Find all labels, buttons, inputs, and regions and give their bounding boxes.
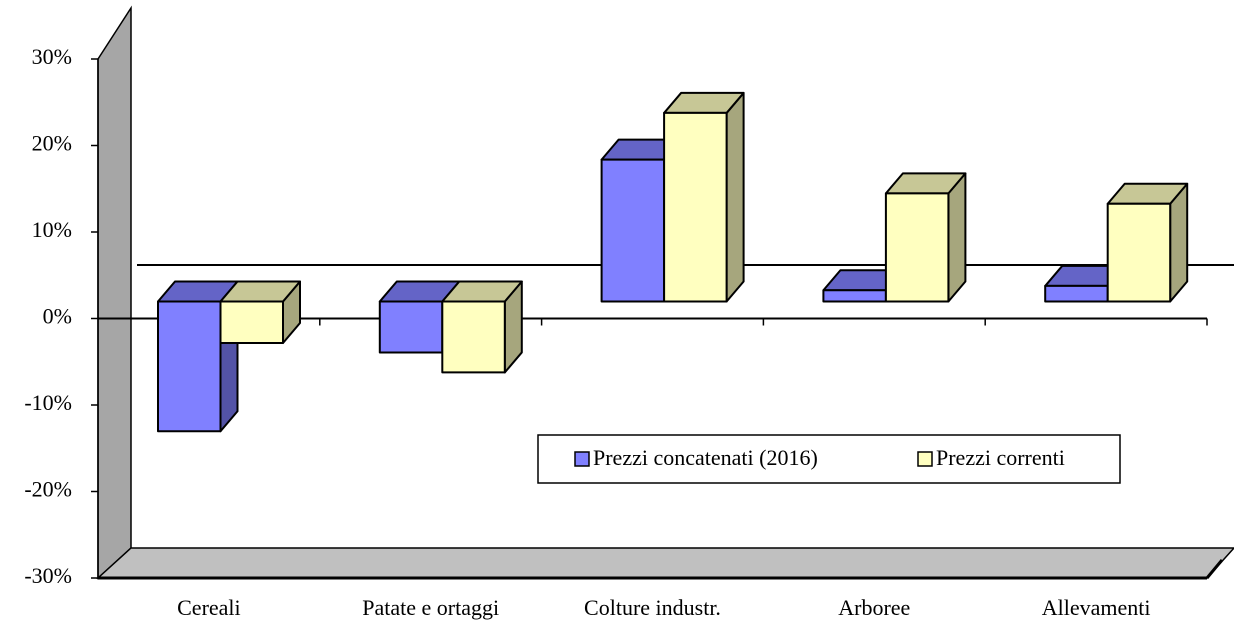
side-wall <box>97 5 132 580</box>
bar-front <box>441 300 506 374</box>
y-tick-label: -10% <box>24 390 72 415</box>
bar-front <box>884 192 950 303</box>
y-tick-label: -30% <box>24 563 72 588</box>
y-tick-label: -20% <box>24 477 72 502</box>
x-tick-label: Arboree <box>838 595 910 620</box>
y-tick-label: 30% <box>32 44 72 69</box>
x-tick-label: Allevamenti <box>1042 595 1151 620</box>
y-tick-label: 20% <box>32 131 72 156</box>
bar-front <box>1044 284 1109 303</box>
bar-front <box>378 300 444 354</box>
floor <box>96 547 1234 579</box>
legend-label: Prezzi correnti <box>936 445 1065 470</box>
bar <box>663 91 745 303</box>
bar-front <box>822 289 887 303</box>
x-tick-label: Colture industr. <box>584 595 721 620</box>
bar-side <box>947 172 967 303</box>
bar <box>884 172 967 303</box>
y-tick-label: 0% <box>43 304 72 329</box>
bar-side <box>725 91 745 303</box>
bar <box>219 280 301 345</box>
bar-front <box>663 111 728 303</box>
legend-swatch <box>574 451 590 467</box>
legend-label: Prezzi concatenati (2016) <box>593 445 818 470</box>
x-tick-label: Cereali <box>177 595 241 620</box>
legend-swatch <box>917 451 933 467</box>
floor-edge <box>1205 559 1224 579</box>
bar-front <box>157 300 222 433</box>
bar-front <box>600 158 666 303</box>
bar <box>441 280 523 374</box>
legend-box <box>537 434 1121 484</box>
x-tick-label: Patate e ortaggi <box>362 595 499 620</box>
bar-front <box>1106 202 1172 303</box>
bar <box>1106 182 1189 303</box>
y-tick-label: 10% <box>32 217 72 242</box>
legend: Prezzi concatenati (2016) Prezzi correnti <box>537 434 1121 484</box>
bar-front <box>219 300 284 345</box>
